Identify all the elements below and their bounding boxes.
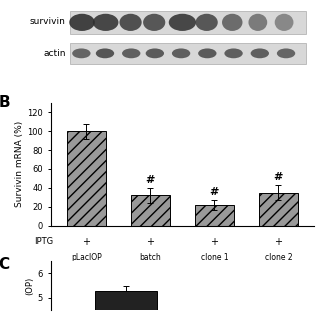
Y-axis label: (OP): (OP) <box>26 276 35 295</box>
Ellipse shape <box>277 48 295 58</box>
Text: pLacIOP-caveolin-1: pLacIOP-caveolin-1 <box>178 268 251 277</box>
Text: +: + <box>211 237 219 247</box>
Text: IPTG: IPTG <box>34 237 53 246</box>
Ellipse shape <box>96 48 114 58</box>
Ellipse shape <box>251 48 269 58</box>
Bar <box>131 196 170 226</box>
Text: B: B <box>0 95 10 110</box>
Ellipse shape <box>248 14 267 31</box>
Ellipse shape <box>196 14 218 31</box>
Text: batch: batch <box>140 253 161 262</box>
Text: +: + <box>275 237 283 247</box>
Bar <box>95 291 157 320</box>
Ellipse shape <box>224 48 243 58</box>
Text: pLacIOP: pLacIOP <box>71 253 102 262</box>
Y-axis label: Survivin mRNA (%): Survivin mRNA (%) <box>15 121 24 207</box>
Text: #: # <box>274 172 283 182</box>
FancyBboxPatch shape <box>69 11 306 34</box>
Ellipse shape <box>143 14 165 31</box>
Ellipse shape <box>172 48 190 58</box>
Ellipse shape <box>69 14 95 31</box>
Bar <box>259 193 298 226</box>
Ellipse shape <box>122 48 140 58</box>
Text: +: + <box>147 237 155 247</box>
Bar <box>195 205 234 226</box>
Text: clone 1: clone 1 <box>201 253 228 262</box>
Ellipse shape <box>275 14 293 31</box>
Text: clone 2: clone 2 <box>265 253 292 262</box>
Text: #: # <box>146 175 155 185</box>
Ellipse shape <box>72 48 91 58</box>
Ellipse shape <box>146 48 164 58</box>
Text: C: C <box>0 257 10 272</box>
Text: actin: actin <box>43 49 66 58</box>
FancyBboxPatch shape <box>69 43 306 64</box>
Ellipse shape <box>222 14 243 31</box>
Ellipse shape <box>119 14 142 31</box>
Ellipse shape <box>169 14 196 31</box>
Text: +: + <box>83 237 91 247</box>
Text: survivin: survivin <box>30 17 66 26</box>
Ellipse shape <box>198 48 217 58</box>
Ellipse shape <box>93 14 118 31</box>
Text: #: # <box>210 187 219 197</box>
Bar <box>67 131 106 226</box>
